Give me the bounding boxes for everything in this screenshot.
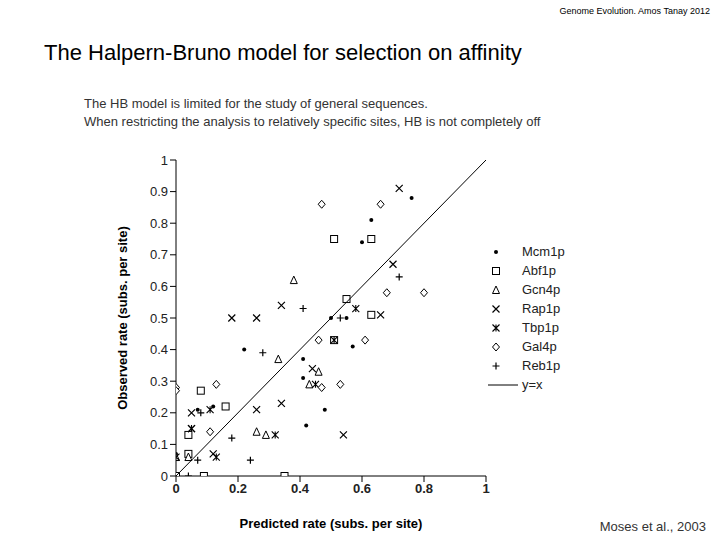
svg-text:1: 1 [482, 481, 489, 496]
svg-text:0.9: 0.9 [150, 184, 168, 199]
svg-text:0.8: 0.8 [150, 216, 168, 231]
svg-text:0.3: 0.3 [150, 374, 168, 389]
svg-text:0.1: 0.1 [150, 437, 168, 452]
html-text:Genome Evolution. Amos Tanay 2: Genome Evolution. Amos Tanay 2012 [559, 6, 710, 16]
svg-text:0.5: 0.5 [150, 311, 168, 326]
svg-text:0.4: 0.4 [150, 342, 168, 357]
svg-text:0: 0 [172, 481, 179, 496]
html-text:The Halpern-Bruno model for se: The Halpern-Bruno model for selection on… [44, 40, 522, 65]
html-text:Rap1p: Rap1p [522, 301, 561, 316]
html-text:Moses et al., 2003: Moses et al., 2003 [599, 519, 706, 534]
svg-text:0.6: 0.6 [353, 481, 371, 496]
html-text:Abf1p: Abf1p [522, 263, 556, 278]
svg-text:1: 1 [161, 153, 168, 168]
html-text:The HB model is limited for th: The HB model is limited for the study of… [84, 96, 428, 111]
svg-text:0.7: 0.7 [150, 247, 168, 262]
svg-text:0.6: 0.6 [150, 279, 168, 294]
svg-text:0.2: 0.2 [229, 481, 247, 496]
svg-text:Predicted rate (subs. per site: Predicted rate (subs. per site) [240, 516, 423, 531]
html-text:When restricting the analysis: When restricting the analysis to relativ… [84, 114, 541, 129]
html-text:Reb1p: Reb1p [522, 358, 561, 373]
html-text:Mcm1p: Mcm1p [522, 244, 565, 259]
html-text:y=x: y=x [522, 377, 543, 392]
svg-text:Observed rate (subs. per site): Observed rate (subs. per site) [115, 226, 130, 410]
svg-text:0.4: 0.4 [291, 481, 310, 496]
svg-text:0.8: 0.8 [415, 481, 433, 496]
svg-text:0.2: 0.2 [150, 405, 168, 420]
svg-text:0: 0 [161, 469, 168, 484]
html-text:Gcn4p: Gcn4p [522, 282, 561, 297]
html-text:Tbp1p: Tbp1p [522, 320, 559, 335]
html-text:Gal4p: Gal4p [522, 339, 557, 354]
